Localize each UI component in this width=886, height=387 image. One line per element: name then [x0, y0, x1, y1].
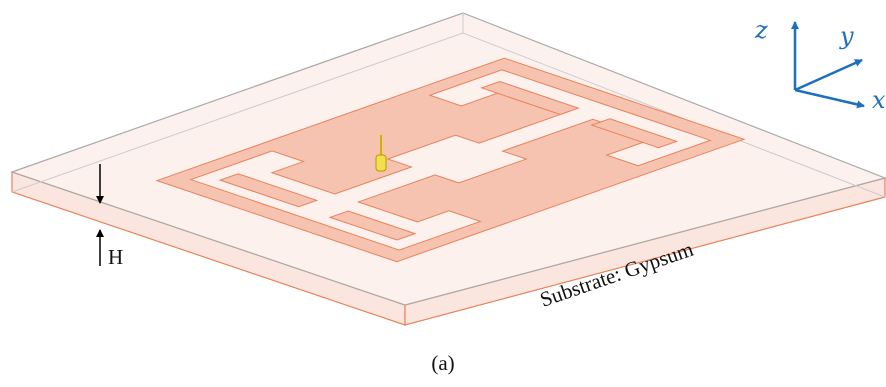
axis-label: z [754, 16, 768, 44]
axis-label: y [839, 22, 854, 50]
dimension-label: H [108, 245, 123, 269]
axis-label: x [872, 86, 886, 114]
antenna-diagram: z y x H Substrate: Gypsum (a) [0, 0, 886, 387]
coordinate-axes: z y x [754, 16, 886, 114]
page: z y x H Substrate: Gypsum (a) (() => { c… [0, 0, 886, 387]
substrate [12, 13, 885, 325]
caption: (a) [431, 351, 454, 375]
